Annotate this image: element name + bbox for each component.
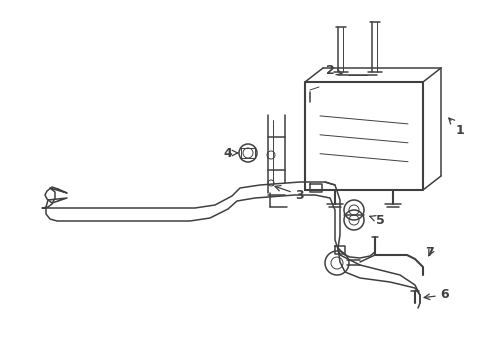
Text: 5: 5	[369, 213, 384, 226]
Text: 4: 4	[223, 147, 238, 159]
Text: 1: 1	[448, 118, 464, 136]
Text: 6: 6	[423, 288, 448, 302]
Text: 2: 2	[325, 63, 341, 77]
Text: 7: 7	[425, 247, 433, 260]
Text: 3: 3	[274, 185, 304, 202]
